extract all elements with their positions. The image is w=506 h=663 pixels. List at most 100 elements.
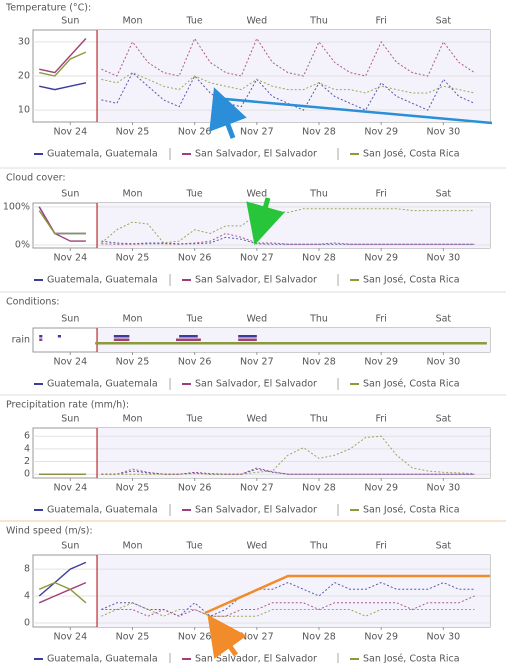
day-label: Thu bbox=[309, 16, 328, 27]
forecast-area bbox=[97, 428, 490, 478]
x-tick-label: Nov 25 bbox=[116, 632, 150, 643]
day-label: Sat bbox=[436, 541, 452, 552]
legend-label: Guatemala, Guatemala bbox=[47, 654, 158, 663]
condition-bar bbox=[179, 335, 198, 338]
forecast-line bbox=[101, 602, 475, 617]
panel-title: Conditions: bbox=[6, 297, 59, 308]
forecast-line bbox=[101, 435, 475, 475]
observed-line bbox=[38, 210, 86, 235]
observed-line bbox=[38, 561, 87, 597]
day-label: Fri bbox=[376, 314, 387, 325]
day-label: Wed bbox=[246, 16, 267, 27]
x-tick-label: Nov 26 bbox=[178, 127, 212, 138]
category-label: rain bbox=[12, 335, 30, 346]
panel-title: Wind speed (m/s): bbox=[6, 526, 93, 537]
x-tick-label: Nov 29 bbox=[364, 357, 398, 368]
panel-title: Precipitation rate (mm/h): bbox=[6, 400, 129, 411]
y-tick-label: 6 bbox=[24, 431, 30, 442]
y-tick-label: 2 bbox=[24, 456, 30, 467]
day-label: Wed bbox=[246, 414, 267, 425]
day-label: Wed bbox=[246, 314, 267, 325]
x-tick-label: Nov 27 bbox=[240, 127, 274, 138]
forecast-area bbox=[97, 555, 490, 627]
legend-label: San José, Costa Rica bbox=[363, 149, 460, 160]
day-label: Tue bbox=[186, 541, 203, 552]
observed-line bbox=[39, 38, 87, 74]
x-tick-label: Nov 28 bbox=[302, 632, 336, 643]
x-tick-label: Nov 26 bbox=[178, 483, 212, 494]
annotation-arrow bbox=[246, 197, 285, 246]
x-tick-label: Nov 25 bbox=[116, 127, 150, 138]
legend-label: San Salvador, El Salvador bbox=[195, 379, 317, 390]
legend-label: San Salvador, El Salvador bbox=[195, 275, 317, 286]
annotations bbox=[204, 87, 493, 659]
x-tick-label: Nov 30 bbox=[427, 357, 461, 368]
forecast-area bbox=[97, 328, 490, 352]
day-label: Sun bbox=[61, 16, 79, 27]
y-tick-label: 4 bbox=[24, 591, 30, 602]
x-tick-label: Nov 30 bbox=[427, 483, 461, 494]
x-tick-label: Nov 25 bbox=[116, 483, 150, 494]
legend-label: San José, Costa Rica bbox=[363, 379, 460, 390]
y-tick-label: 30 bbox=[18, 36, 30, 47]
annotation-line bbox=[213, 96, 493, 125]
x-tick-label: Nov 24 bbox=[53, 357, 87, 368]
y-tick-label: 100% bbox=[3, 201, 30, 212]
forecast-line bbox=[101, 208, 475, 244]
day-label: Mon bbox=[122, 314, 142, 325]
x-tick-label: Nov 28 bbox=[302, 127, 336, 138]
y-tick-label: 8 bbox=[24, 564, 30, 575]
x-tick-label: Nov 28 bbox=[302, 253, 336, 264]
day-label: Thu bbox=[309, 414, 328, 425]
condition-bar bbox=[39, 335, 43, 338]
day-label: Fri bbox=[376, 414, 387, 425]
legend-label: San José, Costa Rica bbox=[363, 275, 460, 286]
forecast-area bbox=[97, 203, 490, 248]
day-label: Sat bbox=[436, 414, 452, 425]
y-tick-label: 0 bbox=[24, 617, 30, 628]
observed-line bbox=[39, 82, 87, 91]
condition-bar bbox=[238, 338, 257, 341]
observed-line bbox=[38, 206, 86, 242]
day-label: Fri bbox=[376, 16, 387, 27]
x-tick-label: Nov 25 bbox=[116, 253, 150, 264]
x-tick-label: Nov 29 bbox=[364, 253, 398, 264]
forecast-line bbox=[101, 467, 475, 475]
day-label: Mon bbox=[122, 414, 142, 425]
day-label: Sat bbox=[436, 189, 452, 200]
observed-line bbox=[39, 51, 87, 77]
day-label: Tue bbox=[186, 314, 203, 325]
legend-label: San José, Costa Rica bbox=[363, 505, 460, 516]
x-tick-label: Nov 27 bbox=[240, 632, 274, 643]
legend-label: San Salvador, El Salvador bbox=[195, 149, 317, 160]
day-label: Tue bbox=[186, 16, 203, 27]
forecast-line bbox=[101, 72, 475, 94]
day-label: Sat bbox=[436, 16, 452, 27]
day-label: Thu bbox=[309, 541, 328, 552]
panel-title: Temperature (°C): bbox=[5, 3, 91, 14]
annotation-arrow bbox=[209, 87, 247, 139]
legend-label: Guatemala, Guatemala bbox=[47, 505, 158, 516]
day-label: Wed bbox=[246, 541, 267, 552]
x-tick-label: Nov 24 bbox=[53, 253, 87, 264]
day-label: Tue bbox=[186, 189, 203, 200]
forecast-line bbox=[101, 595, 475, 617]
day-label: Thu bbox=[309, 189, 328, 200]
condition-bar bbox=[238, 335, 257, 338]
x-tick-label: Nov 29 bbox=[364, 483, 398, 494]
day-label: Sun bbox=[61, 189, 79, 200]
x-tick-label: Nov 30 bbox=[427, 253, 461, 264]
x-tick-label: Nov 24 bbox=[53, 127, 87, 138]
legend-label: Guatemala, Guatemala bbox=[47, 275, 158, 286]
forecast-line bbox=[101, 232, 475, 245]
condition-bar bbox=[39, 338, 43, 341]
condition-bar bbox=[113, 335, 130, 338]
legend-label: San Salvador, El Salvador bbox=[195, 654, 317, 663]
condition-bar bbox=[57, 335, 61, 338]
day-label: Wed bbox=[246, 189, 267, 200]
x-tick-label: Nov 30 bbox=[427, 127, 461, 138]
legend-label: Guatemala, Guatemala bbox=[47, 379, 158, 390]
x-tick-label: Nov 27 bbox=[240, 253, 274, 264]
